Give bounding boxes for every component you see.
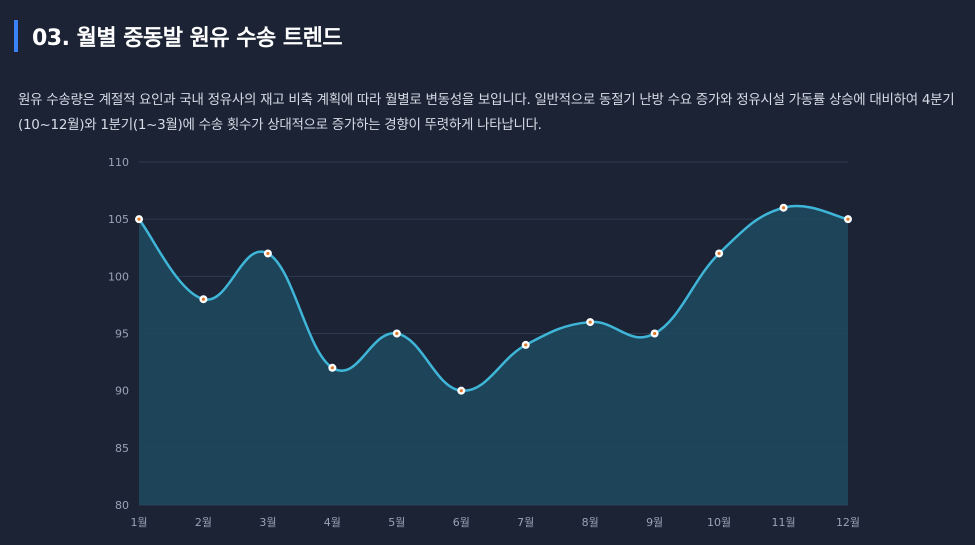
y-tick-label: 80 bbox=[115, 499, 129, 512]
x-tick-label: 1월 bbox=[130, 516, 147, 529]
x-tick-label: 2월 bbox=[195, 516, 212, 529]
section-title: 03. 월별 중동발 원유 수송 트렌드 bbox=[32, 26, 343, 51]
x-tick-label: 7월 bbox=[517, 516, 534, 529]
data-point bbox=[392, 329, 401, 338]
data-point bbox=[586, 318, 595, 327]
x-tick-label: 12월 bbox=[836, 516, 860, 529]
data-point bbox=[844, 215, 852, 224]
x-tick-label: 8월 bbox=[582, 516, 599, 529]
section-description: 원유 수송량은 계절적 요인과 국내 정유사의 재고 비축 계획에 따라 월별로… bbox=[18, 91, 955, 133]
data-point bbox=[135, 215, 143, 224]
x-axis-ticks: 1월 2월 3월 4월 5월 6월 7월 8월 9월 10월 11월 12월 bbox=[130, 516, 860, 529]
x-tick-label: 4월 bbox=[324, 516, 341, 529]
y-axis-ticks: 80 85 90 95 100 105 110 bbox=[108, 156, 129, 512]
data-point bbox=[457, 386, 466, 395]
x-tick-label: 10월 bbox=[707, 516, 731, 529]
y-tick-label: 110 bbox=[108, 156, 129, 169]
data-point bbox=[328, 363, 337, 372]
x-tick-label: 3월 bbox=[259, 516, 276, 529]
y-tick-label: 90 bbox=[115, 385, 129, 398]
data-points bbox=[135, 203, 852, 395]
area-fill bbox=[139, 206, 848, 505]
x-tick-label: 5월 bbox=[388, 516, 405, 529]
y-tick-label: 100 bbox=[108, 270, 129, 283]
y-tick-label: 85 bbox=[115, 442, 129, 455]
section-header: 03. 월별 중동발 원유 수송 트렌드 bbox=[14, 20, 343, 52]
data-point bbox=[521, 340, 530, 349]
x-tick-label: 6월 bbox=[453, 516, 470, 529]
data-point bbox=[650, 329, 659, 338]
x-tick-label: 11월 bbox=[771, 516, 795, 529]
data-point bbox=[199, 295, 208, 304]
x-tick-label: 9월 bbox=[646, 516, 663, 529]
y-tick-label: 95 bbox=[115, 328, 129, 341]
y-tick-label: 105 bbox=[108, 213, 129, 226]
data-point bbox=[715, 249, 724, 258]
data-point bbox=[263, 249, 272, 258]
data-point bbox=[779, 203, 788, 212]
